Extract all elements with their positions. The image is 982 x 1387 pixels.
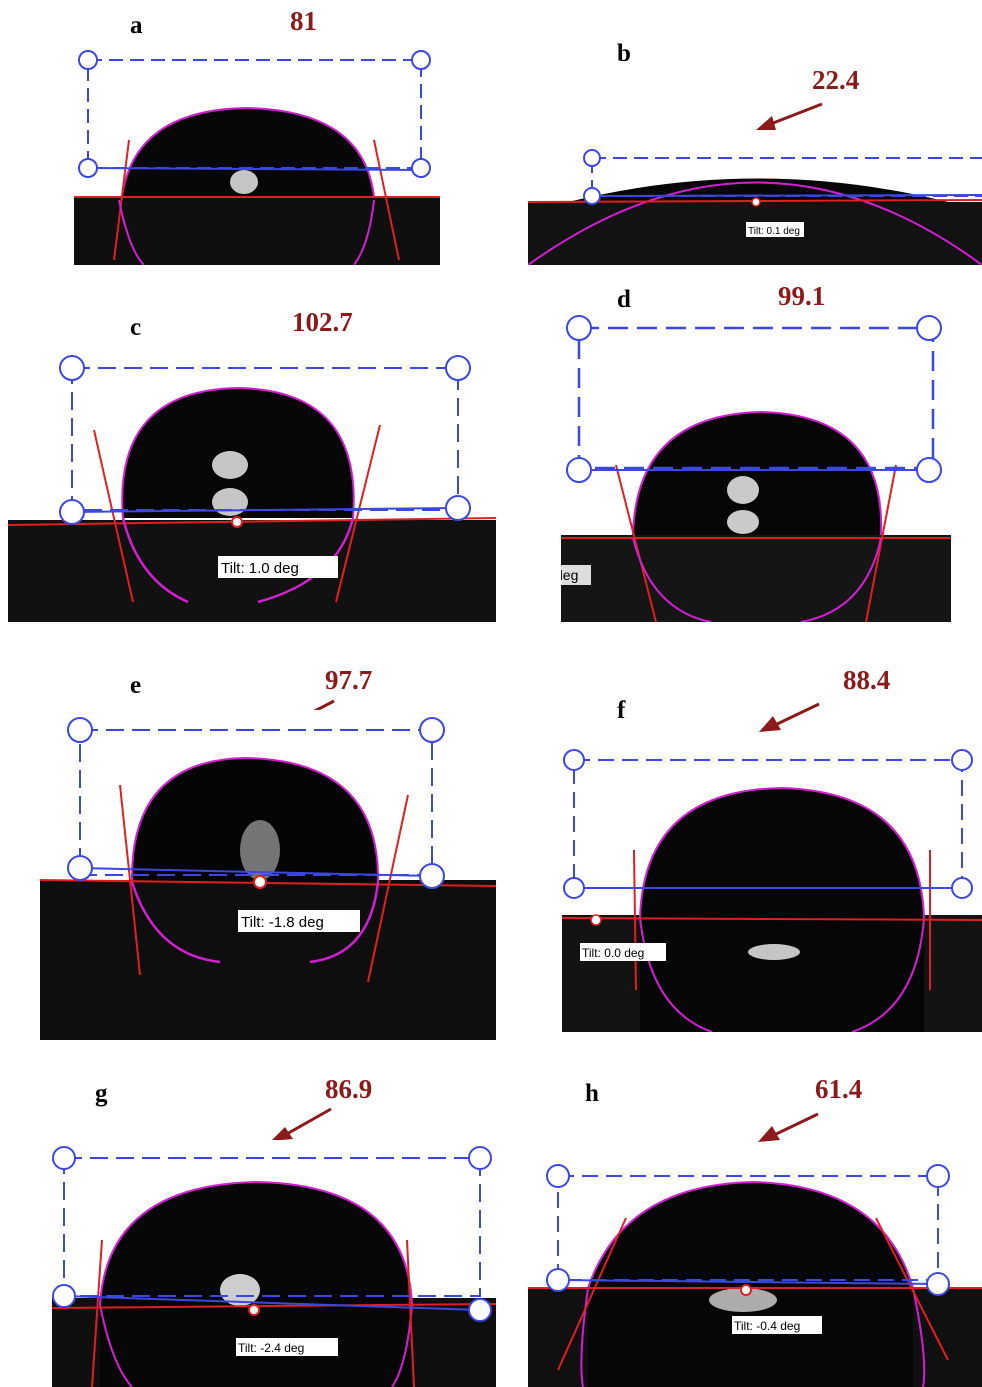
- panel-b-tilt: Tilt: 0.1 deg: [748, 226, 800, 237]
- panel-f-droplet: [640, 788, 924, 1032]
- panel-g-image: Tilt: -2.4 deg: [52, 1140, 496, 1387]
- panel-f-label: f: [617, 697, 626, 724]
- panel-h-angle: 61.4: [815, 1074, 863, 1104]
- panel-h-label: h: [585, 1080, 599, 1107]
- panel-a-droplet: [122, 108, 374, 197]
- panel-a-image: [74, 40, 440, 265]
- panel-h-tilt: Tilt: -0.4 deg: [734, 1319, 800, 1333]
- panel-e-label: e: [130, 672, 142, 699]
- panel-h-arrow: [758, 1112, 819, 1142]
- panel-d-tilt: deg: [561, 567, 578, 583]
- panel-b-arrow: [756, 102, 823, 130]
- panel-f-tilt: Tilt: 0.0 deg: [582, 946, 644, 960]
- panel-f-image: Tilt: 0.0 deg: [562, 740, 982, 1032]
- panel-e-angle: 97.7: [325, 665, 373, 695]
- panel-e-image: Tilt: -1.8 deg: [40, 710, 496, 1040]
- panel-c-image: Tilt: 1.0 deg: [8, 340, 496, 622]
- panel-d-angle: 99.1: [778, 281, 826, 311]
- panel-a-selection-box: [87, 59, 422, 169]
- panel-e-tilt: Tilt: -1.8 deg: [241, 914, 324, 931]
- panel-b-label: b: [617, 40, 631, 67]
- panel-f-angle: 88.4: [843, 665, 891, 695]
- panel-d-droplet: [633, 412, 882, 535]
- panel-b-image: Tilt: 0.1 deg: [528, 140, 982, 265]
- panel-g-arrow: [271, 1107, 332, 1141]
- panel-g-tilt: Tilt: -2.4 deg: [238, 1341, 304, 1355]
- panel-d-substrate: [561, 535, 951, 622]
- panel-e-substrate: [40, 880, 496, 1040]
- panel-d-label: d: [617, 286, 631, 313]
- panel-a-label: a: [130, 12, 143, 39]
- panel-a-angle: 81: [290, 6, 317, 36]
- panel-g-angle: 86.9: [325, 1074, 373, 1104]
- panel-a-substrate: [74, 197, 440, 265]
- panel-b-angle: 22.4: [812, 65, 860, 95]
- panel-f-arrow: [759, 702, 820, 732]
- panel-d-image: deg: [561, 310, 951, 622]
- panel-h-droplet: [588, 1182, 913, 1387]
- panel-g-label: g: [95, 1080, 108, 1107]
- panel-c-tilt: Tilt: 1.0 deg: [221, 560, 299, 577]
- panel-h-image: Tilt: -0.4 deg: [528, 1160, 982, 1387]
- panel-c-label: c: [130, 314, 142, 341]
- panel-c-angle: 102.7: [292, 307, 353, 337]
- panel-e-droplet: [131, 758, 379, 882]
